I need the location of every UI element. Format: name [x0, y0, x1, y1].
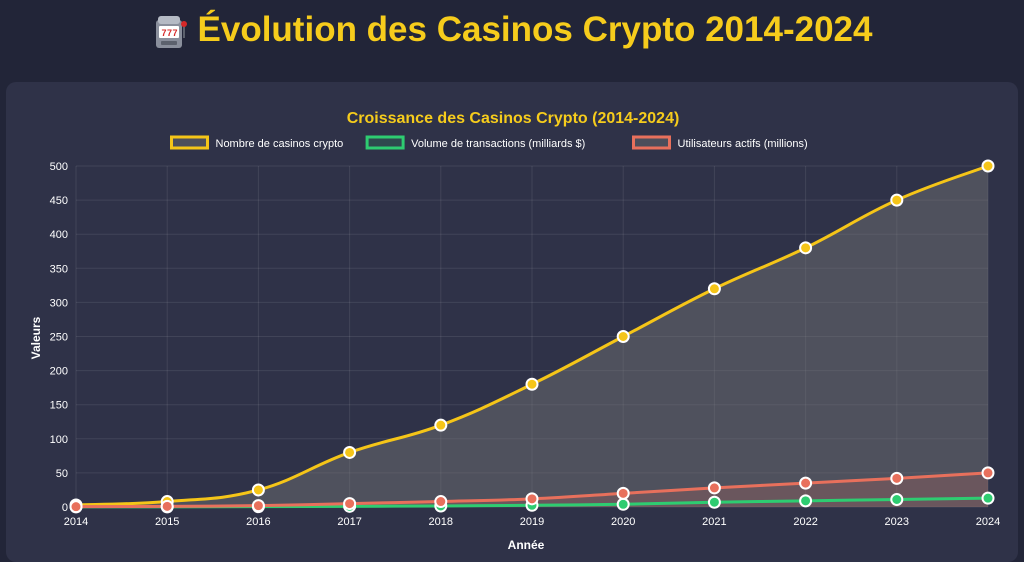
slot-machine-icon: 7 7 7 [155, 15, 187, 48]
data-point[interactable] [343, 445, 357, 459]
x-axis-label: Année [508, 538, 545, 552]
legend-swatch[interactable] [632, 135, 671, 150]
legend-swatch[interactable] [170, 135, 209, 150]
page-title: 7 7 7 Évolution des Casinos Crypto 2014-… [0, 2, 1024, 58]
data-point[interactable] [707, 495, 721, 509]
svg-text:7: 7 [172, 28, 177, 38]
x-tick-label: 2020 [611, 516, 635, 528]
data-point[interactable] [981, 159, 995, 173]
data-point[interactable] [160, 499, 174, 513]
data-point[interactable] [343, 497, 357, 511]
y-tick-label: 300 [50, 297, 68, 309]
data-point[interactable] [525, 492, 539, 506]
data-point[interactable] [799, 476, 813, 490]
series-areas [76, 166, 988, 507]
x-tick-label: 2021 [702, 516, 726, 528]
y-tick-label: 400 [50, 229, 68, 241]
y-tick-label: 0 [62, 502, 68, 514]
legend-label[interactable]: Nombre de casinos crypto [216, 138, 344, 150]
data-point[interactable] [616, 486, 630, 500]
y-tick-label: 150 [50, 400, 68, 412]
data-point[interactable] [890, 492, 904, 506]
y-tick-label: 50 [56, 468, 68, 480]
y-axis-label: Valeurs [29, 316, 43, 359]
svg-text:7: 7 [161, 28, 166, 38]
x-tick-label: 2016 [246, 516, 270, 528]
data-point[interactable] [616, 330, 630, 343]
y-tick-label: 350 [50, 263, 68, 275]
data-point[interactable] [799, 241, 813, 255]
data-point[interactable] [890, 471, 904, 485]
x-tick-label: 2015 [155, 516, 179, 528]
x-tick-label: 2014 [64, 516, 88, 528]
data-point[interactable] [251, 483, 265, 497]
series-area-0 [76, 166, 988, 507]
x-tick-label: 2017 [337, 516, 361, 528]
y-tick-label: 450 [50, 195, 68, 207]
x-tick-label: 2023 [885, 516, 909, 528]
page-title-text: Évolution des Casinos Crypto 2014-2024 [197, 10, 873, 49]
data-point[interactable] [251, 499, 265, 513]
data-point[interactable] [981, 466, 995, 480]
data-point[interactable] [434, 495, 448, 509]
data-point[interactable] [707, 282, 721, 296]
x-tick-label: 2022 [793, 516, 817, 528]
chart-legend: Nombre de casinos crypto Volume de transa… [170, 135, 808, 150]
y-tick-label: 250 [50, 332, 68, 344]
x-tick-label: 2024 [976, 516, 1000, 528]
chart-axes: 0 50 100 150 200 250 300 350 400 450 500 2014 2015 20… [50, 161, 1001, 528]
chart-grid [75, 165, 989, 508]
series-points [69, 159, 995, 514]
series-area-2 [76, 472, 988, 507]
data-point[interactable] [799, 494, 813, 508]
legend-label[interactable]: Utilisateurs actifs (millions) [678, 138, 808, 150]
data-point[interactable] [707, 481, 721, 495]
data-point[interactable] [981, 491, 995, 505]
legend-label[interactable]: Volume de transactions (milliards $) [411, 138, 585, 150]
x-tick-label: 2018 [429, 516, 453, 528]
data-point[interactable] [525, 377, 539, 391]
legend-swatch[interactable] [365, 135, 405, 150]
chart-title: Croissance des Casinos Crypto (2014-2024… [347, 110, 680, 127]
y-tick-label: 500 [50, 161, 68, 173]
y-tick-label: 200 [50, 366, 68, 378]
x-tick-label: 2019 [520, 516, 544, 528]
data-point[interactable] [616, 497, 630, 511]
y-tick-label: 100 [50, 434, 68, 446]
svg-text:7: 7 [167, 28, 172, 38]
data-point[interactable] [890, 193, 904, 207]
line-chart: Croissance des Casinos Crypto (2014-2024… [29, 110, 1001, 552]
chart-card: Croissance des Casinos Crypto (2014-2024… [6, 82, 1018, 562]
data-point[interactable] [69, 500, 83, 514]
data-point[interactable] [434, 418, 448, 432]
